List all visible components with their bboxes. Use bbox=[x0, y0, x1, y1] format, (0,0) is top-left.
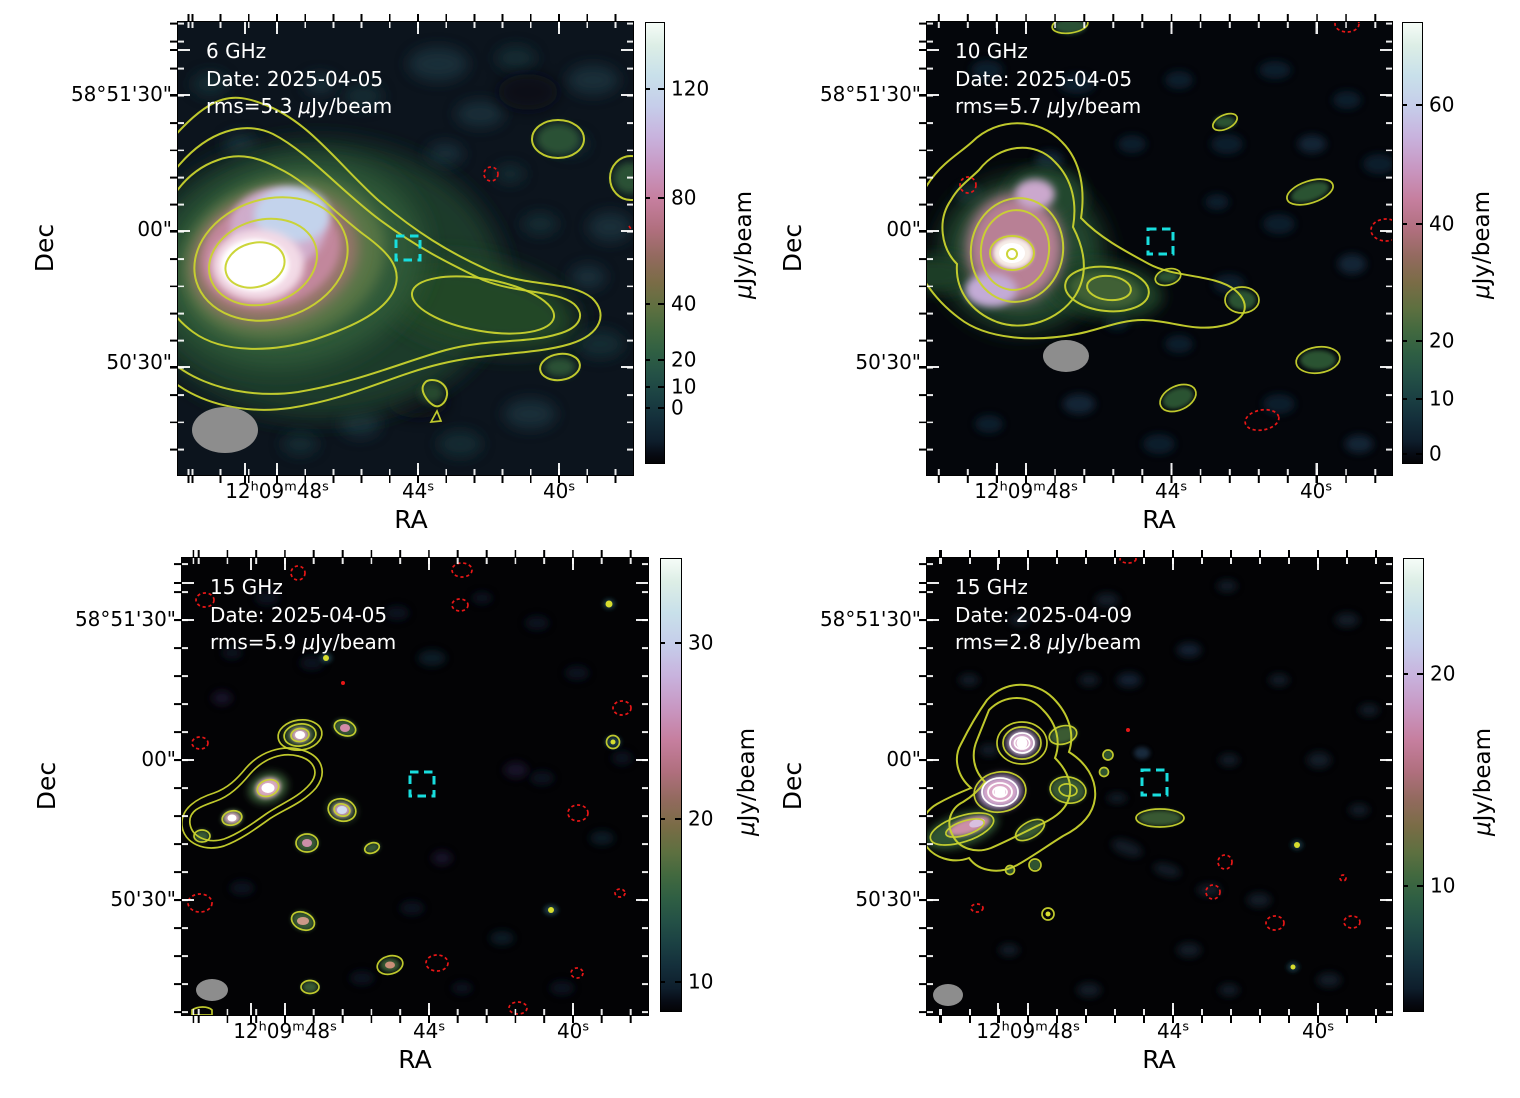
target-box bbox=[394, 234, 422, 262]
target-box bbox=[1146, 227, 1175, 256]
dec-axis-label: Dec bbox=[32, 761, 61, 811]
radio-map-15ghz-apr05 bbox=[182, 558, 648, 1015]
map-panel-10ghz: 10 GHz Date: 2025-04-05 rms=5.7 μJy/beam bbox=[919, 14, 1393, 483]
noise-field bbox=[212, 591, 632, 995]
x-tick-label: 40s bbox=[556, 1019, 590, 1043]
ra-axis-label: RA bbox=[394, 505, 428, 534]
x-tick-label: 40s bbox=[1301, 1019, 1335, 1043]
y-tick-label: 00" bbox=[141, 747, 176, 771]
colorbar-tick-label: 120 bbox=[671, 76, 710, 101]
colorbar-tick-label: 0 bbox=[671, 395, 684, 420]
source-emission bbox=[194, 599, 621, 993]
annotation-frequency: 10 GHz bbox=[955, 39, 1028, 63]
colorbar-tick-label: 20 bbox=[1430, 661, 1456, 686]
y-tick-label: 50'30" bbox=[106, 350, 172, 374]
colorbar-tick-label: 20 bbox=[671, 347, 697, 372]
y-tick-label: 00" bbox=[137, 217, 172, 241]
positive-contours bbox=[927, 22, 1341, 413]
annotation-rms: rms=5.9 μJy/beam bbox=[210, 630, 397, 654]
colorbar-unit-label: μJy/beam bbox=[1469, 190, 1495, 300]
x-tick-label: 44s bbox=[1154, 479, 1188, 503]
dec-axis-label: Dec bbox=[778, 761, 807, 811]
annotation-date: Date: 2025-04-09 bbox=[955, 602, 1133, 627]
positive-contours bbox=[927, 683, 1185, 921]
beam-ellipse bbox=[933, 984, 963, 1006]
colorbar-15ghz-apr09: 20 10 bbox=[1403, 558, 1455, 1012]
x-tick-label: 12h09m48s bbox=[225, 479, 329, 503]
radio-map-10ghz bbox=[927, 22, 1392, 475]
beam-ellipse bbox=[192, 407, 258, 453]
y-tick-label: 50'30" bbox=[110, 887, 176, 911]
colorbar-tick-label: 10 bbox=[688, 969, 714, 994]
x-tick-label: 40s bbox=[1299, 479, 1333, 503]
annotation-date: Date: 2025-04-05 bbox=[955, 66, 1133, 91]
colorbar-gradient bbox=[1404, 559, 1423, 1011]
colorbar-tick-label: 10 bbox=[1430, 873, 1456, 898]
colorbar-tick-label: 10 bbox=[671, 374, 697, 399]
panel-annotation: 15 GHz Date: 2025-04-09 rms=2.8 μJy/beam bbox=[955, 574, 1141, 657]
beam-ellipse bbox=[1043, 340, 1089, 372]
colorbar-15ghz-apr05: 30 20 10 bbox=[660, 558, 713, 1012]
noise-field bbox=[959, 580, 1379, 997]
ra-axis-label: RA bbox=[1142, 1045, 1176, 1074]
map-panel-15ghz-apr09: 15 GHz Date: 2025-04-09 rms=2.8 μJy/beam bbox=[919, 550, 1393, 1023]
x-tick-label: 44s bbox=[1156, 1019, 1190, 1043]
radio-map-15ghz-apr09 bbox=[927, 558, 1392, 1015]
y-tick-label: 50'30" bbox=[855, 887, 921, 911]
colorbar-unit-label: μJy/beam bbox=[1470, 727, 1496, 837]
noise-field bbox=[955, 60, 1392, 454]
colorbar-unit-label: μJy/beam bbox=[734, 727, 760, 837]
y-tick-label: 58°51'30" bbox=[74, 607, 176, 631]
y-tick-label: 50'30" bbox=[855, 350, 921, 374]
ra-axis-label: RA bbox=[1142, 505, 1176, 534]
target-box bbox=[408, 770, 436, 798]
annotation-rms: rms=2.8 μJy/beam bbox=[955, 630, 1142, 654]
y-tick-label: 58°51'30" bbox=[819, 82, 921, 106]
colorbar-tick-label: 40 bbox=[671, 291, 697, 316]
dec-axis-label: Dec bbox=[30, 223, 59, 273]
annotation-rms: rms=5.3 μJy/beam bbox=[206, 94, 393, 118]
colorbar-gradient bbox=[1403, 23, 1422, 463]
y-tick-label: 00" bbox=[886, 747, 921, 771]
map-panel-15ghz-apr05: 15 GHz Date: 2025-04-05 rms=5.9 μJy/beam bbox=[174, 550, 649, 1023]
colorbar-tick-label: 10 bbox=[1429, 386, 1455, 411]
colorbar-tick-label: 20 bbox=[1429, 328, 1455, 353]
x-tick-label: 40s bbox=[542, 479, 576, 503]
ra-axis-label: RA bbox=[398, 1045, 432, 1074]
map-panel-6ghz: 6 GHz Date: 2025-04-05 rms=5.3 μJy/beam bbox=[170, 14, 634, 483]
annotation-frequency: 6 GHz bbox=[206, 39, 267, 63]
colorbar-unit-label: μJy/beam bbox=[731, 190, 757, 300]
colorbar-tick-label: 60 bbox=[1429, 92, 1455, 117]
colorbar-6ghz: 120 80 40 20 10 0 bbox=[645, 22, 709, 464]
x-tick-label: 12h09m48s bbox=[233, 1019, 337, 1043]
y-tick-label: 58°51'30" bbox=[819, 607, 921, 631]
panel-annotation: 10 GHz Date: 2025-04-05 rms=5.7 μJy/beam bbox=[955, 38, 1141, 121]
target-box bbox=[1140, 768, 1169, 797]
colorbar-gradient bbox=[646, 23, 664, 463]
y-tick-label: 58°51'30" bbox=[70, 82, 172, 106]
panel-annotation: 6 GHz Date: 2025-04-05 rms=5.3 μJy/beam bbox=[206, 38, 392, 121]
colorbar-tick-label: 80 bbox=[671, 185, 697, 210]
beam-ellipse bbox=[196, 979, 228, 1001]
annotation-rms: rms=5.7 μJy/beam bbox=[955, 94, 1142, 118]
colorbar-tick-label: 40 bbox=[1429, 211, 1455, 236]
panel-annotation: 15 GHz Date: 2025-04-05 rms=5.9 μJy/beam bbox=[210, 574, 396, 657]
annotation-date: Date: 2025-04-05 bbox=[210, 602, 388, 627]
annotation-frequency: 15 GHz bbox=[210, 575, 283, 599]
colorbar-tick-label: 0 bbox=[1429, 441, 1442, 466]
x-tick-label: 12h09m48s bbox=[976, 1019, 1080, 1043]
colorbar-gradient bbox=[661, 559, 681, 1011]
colorbar-tick-label: 20 bbox=[688, 806, 714, 831]
annotation-date: Date: 2025-04-05 bbox=[206, 66, 384, 91]
radio-map-6ghz bbox=[178, 22, 633, 475]
y-tick-label: 00" bbox=[886, 217, 921, 241]
x-tick-label: 44s bbox=[401, 479, 435, 503]
x-tick-label: 12h09m48s bbox=[974, 479, 1078, 503]
colorbar-tick-label: 30 bbox=[688, 630, 714, 655]
colorbar-10ghz: 60 40 20 10 0 bbox=[1402, 22, 1454, 466]
x-tick-label: 44s bbox=[412, 1019, 446, 1043]
annotation-frequency: 15 GHz bbox=[955, 575, 1028, 599]
dec-axis-label: Dec bbox=[778, 223, 807, 273]
